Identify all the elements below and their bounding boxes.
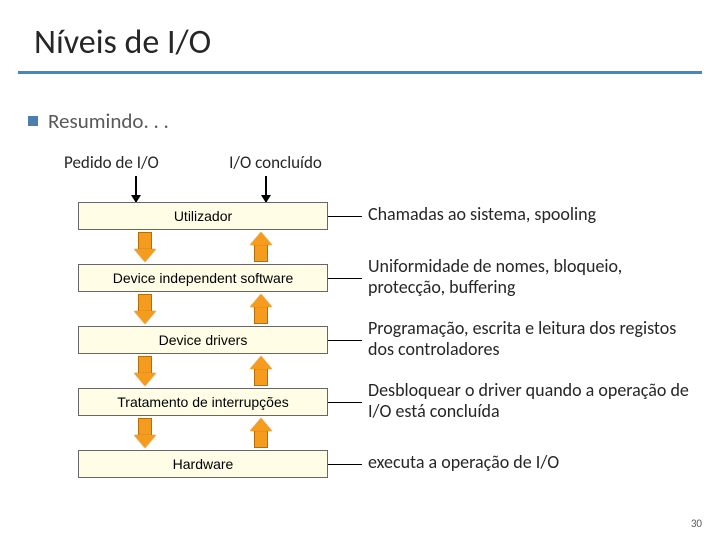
- arrow-down-icon: [135, 176, 137, 202]
- diagram-area: Pedido de I/O I/O concluído Utilizador D…: [0, 152, 720, 512]
- slide-title: Níveis de I/O: [0, 0, 720, 71]
- layer-desc: executa a operação de I/O: [368, 452, 698, 473]
- block-arrow-up-icon: [250, 356, 272, 386]
- top-labels: Pedido de I/O I/O concluído: [58, 152, 348, 173]
- label-request: Pedido de I/O: [58, 152, 203, 173]
- bullet-text: Resumindo. . .: [48, 108, 169, 134]
- layer-desc: Programação, escrita e leitura dos regis…: [368, 318, 698, 360]
- connector-line: [328, 216, 362, 217]
- layer-desc: Desbloquear o driver quando a operação d…: [368, 380, 698, 422]
- connector-line: [328, 402, 362, 403]
- block-arrow-up-icon: [250, 232, 272, 262]
- bullet-line: Resumindo. . .: [0, 74, 720, 152]
- block-arrow-up-icon: [250, 418, 272, 448]
- block-arrow-down-icon: [134, 356, 156, 386]
- block-arrow-down-icon: [134, 232, 156, 262]
- block-arrow-down-icon: [134, 294, 156, 324]
- layer-stack: Utilizador Device independent software D…: [78, 202, 328, 478]
- layer-box: Device drivers: [78, 326, 328, 354]
- layer-desc: Uniformidade de nomes, bloqueio, protecç…: [368, 256, 698, 298]
- connector-line: [328, 340, 362, 341]
- block-arrow-down-icon: [134, 418, 156, 448]
- page-number: 30: [691, 517, 702, 530]
- arrow-down-icon: [265, 176, 267, 202]
- bullet-marker-icon: [28, 116, 38, 126]
- label-complete: I/O concluído: [203, 152, 348, 173]
- layer-box: Utilizador: [78, 202, 328, 230]
- connector-line: [328, 278, 362, 279]
- connector-line: [328, 464, 362, 465]
- layer-box: Tratamento de interrupções: [78, 388, 328, 416]
- layer-desc: Chamadas ao sistema, spooling: [368, 204, 698, 225]
- block-arrow-up-icon: [250, 294, 272, 324]
- layer-box: Device independent software: [78, 264, 328, 292]
- layer-box: Hardware: [78, 450, 328, 478]
